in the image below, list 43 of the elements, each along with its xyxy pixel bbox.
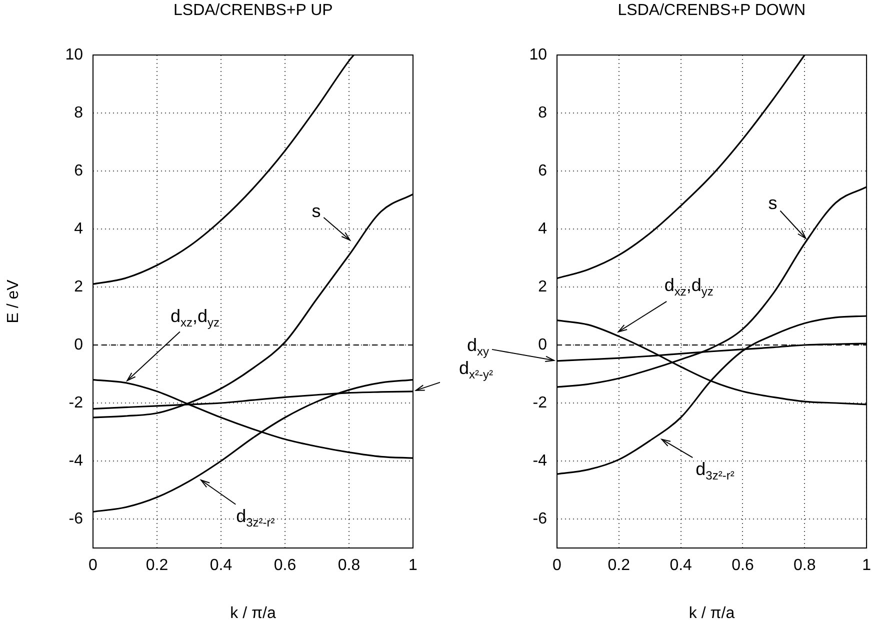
annotation: d$_{3z²-r²}$ xyxy=(236,506,275,530)
x-tick-label: 0.4 xyxy=(670,557,692,574)
y-tick-label: -2 xyxy=(532,394,548,412)
y-tick-label: -4 xyxy=(532,452,548,470)
annotation: d$_{3z²-r²}$ xyxy=(696,458,734,482)
y-tick-label: 10 xyxy=(65,46,84,64)
chart-title: LSDA/CRENBS+P DOWN xyxy=(618,2,806,20)
x-tick-label: 0 xyxy=(88,557,98,574)
x-tick-label: 1 xyxy=(408,557,418,574)
y-axis-title: E / eV xyxy=(5,279,22,324)
y-tick-label: 8 xyxy=(74,104,84,122)
x-tick-label: 0.6 xyxy=(274,557,296,574)
y-tick-label: -2 xyxy=(68,394,84,412)
y-tick-label: 0 xyxy=(538,336,548,354)
x-tick-label: 0.4 xyxy=(210,557,232,574)
y-tick-label: -6 xyxy=(68,510,84,528)
y-tick-label: -4 xyxy=(68,452,84,470)
y-tick-label: 2 xyxy=(74,278,84,296)
x-axis-title: k / π/a xyxy=(688,604,735,622)
y-tick-label: 10 xyxy=(529,46,548,64)
annotation: d$_{xy}$ xyxy=(467,334,490,359)
x-tick-label: 0 xyxy=(552,557,562,574)
x-tick-label: 0.2 xyxy=(608,557,630,574)
x-tick-label: 0.8 xyxy=(338,557,360,574)
y-tick-label: 8 xyxy=(538,104,548,122)
y-tick-label: 4 xyxy=(74,220,84,238)
y-tick-label: 4 xyxy=(538,220,548,238)
y-tick-label: 0 xyxy=(74,336,84,354)
y-tick-label: 6 xyxy=(74,162,84,180)
x-tick-label: 0.8 xyxy=(794,557,816,574)
y-tick-label: 2 xyxy=(538,278,548,296)
y-tick-label: 6 xyxy=(538,162,548,180)
annotation: d$_{xz}$,d$_{yz}$ xyxy=(664,275,714,299)
x-tick-label: 0.6 xyxy=(732,557,754,574)
x-tick-label: 0.2 xyxy=(146,557,168,574)
annotation: s xyxy=(768,192,778,213)
y-tick-label: -6 xyxy=(532,510,548,528)
x-axis-title: k / π/a xyxy=(230,604,276,622)
x-tick-label: 1 xyxy=(862,557,872,574)
annotation: d$_{x²-y²}$ xyxy=(459,358,494,382)
annotation: d$_{xz}$,d$_{yz}$ xyxy=(170,306,220,330)
annotation: s xyxy=(312,201,321,222)
chart-title: LSDA/CRENBS+P UP xyxy=(174,2,333,20)
